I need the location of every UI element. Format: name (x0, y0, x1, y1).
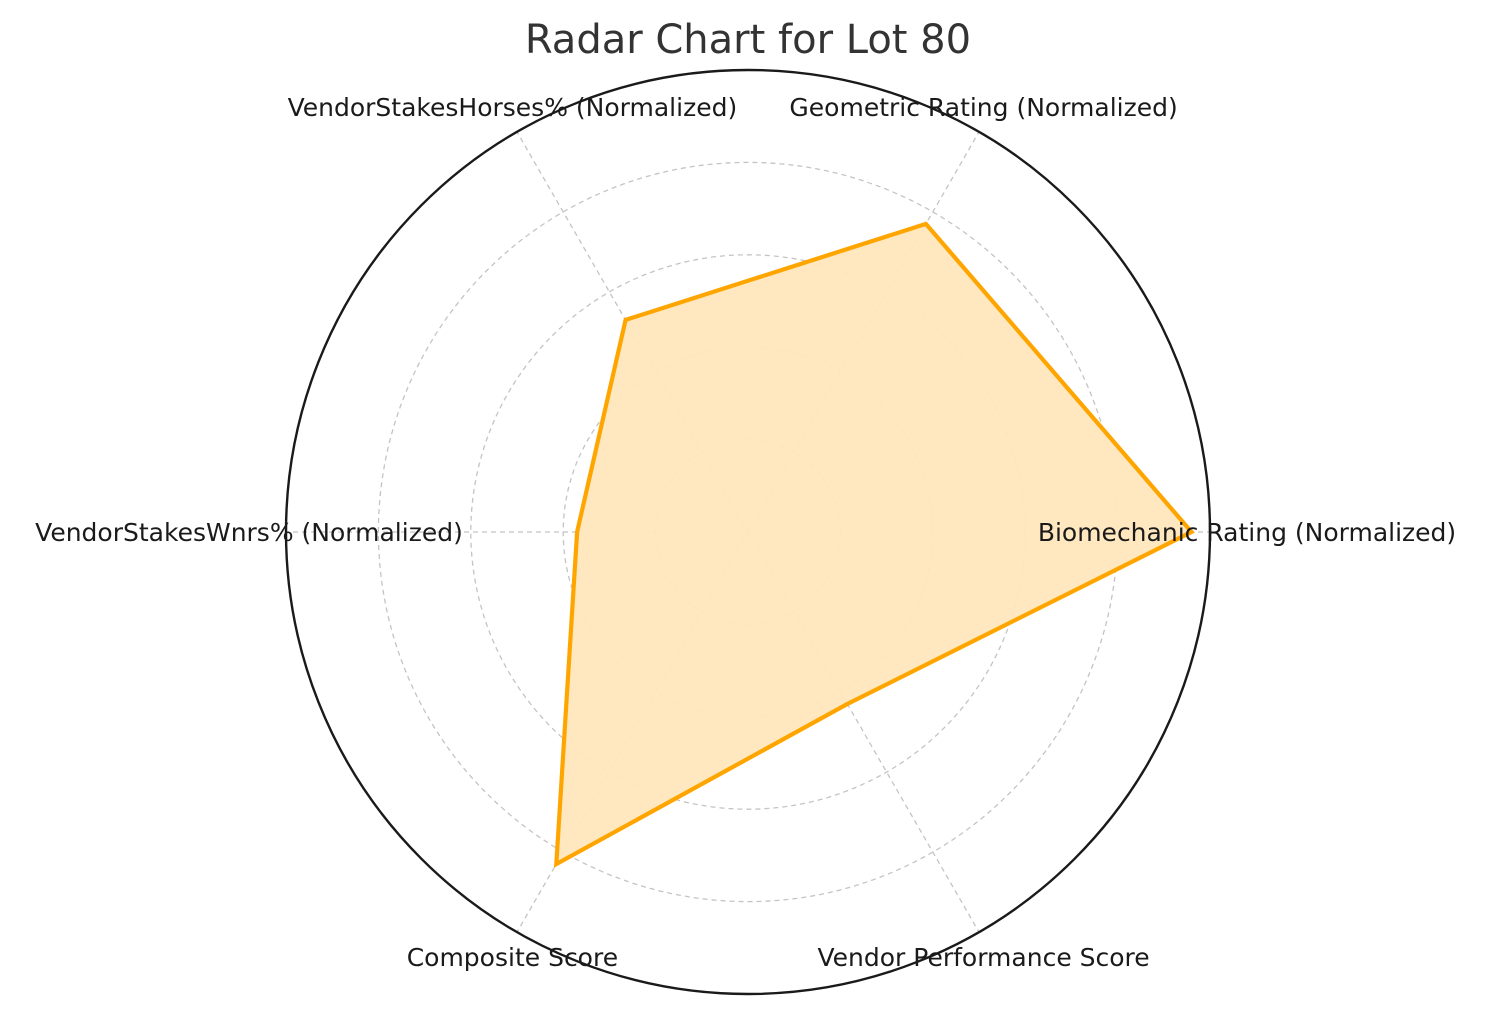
axis-label-2: Geometric Rating (Normalized) (789, 93, 1177, 122)
axis-label-1: Biomechanic Rating (Normalized) (1038, 518, 1456, 547)
axis-label-5: Composite Score (407, 943, 618, 972)
axis-label-3: VendorStakesHorses% (Normalized) (288, 93, 738, 122)
series-area-1 (556, 223, 1192, 865)
axis-labels: Biomechanic Rating (Normalized) Geometric… (35, 93, 1456, 972)
outer-ring (284, 68, 1212, 996)
chart-title: Radar Chart for Lot 80 (525, 17, 971, 63)
series-line-1 (553, 221, 1195, 868)
data-layer (553, 221, 1195, 868)
axis-label-6: Vendor Performance Score (818, 943, 1150, 972)
axis-label-4: VendorStakesWnrs% (Normalized) (35, 518, 463, 547)
